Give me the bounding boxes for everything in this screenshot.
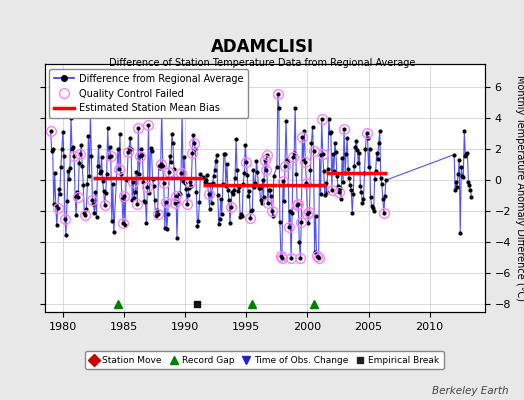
Text: Berkeley Earth: Berkeley Earth: [432, 386, 508, 396]
Text: ADAMCLISI: ADAMCLISI: [211, 38, 313, 56]
Legend: Station Move, Record Gap, Time of Obs. Change, Empirical Break: Station Move, Record Gap, Time of Obs. C…: [85, 351, 444, 369]
Text: Difference of Station Temperature Data from Regional Average: Difference of Station Temperature Data f…: [109, 58, 415, 68]
Y-axis label: Monthly Temperature Anomaly Difference (°C): Monthly Temperature Anomaly Difference (…: [515, 75, 524, 301]
